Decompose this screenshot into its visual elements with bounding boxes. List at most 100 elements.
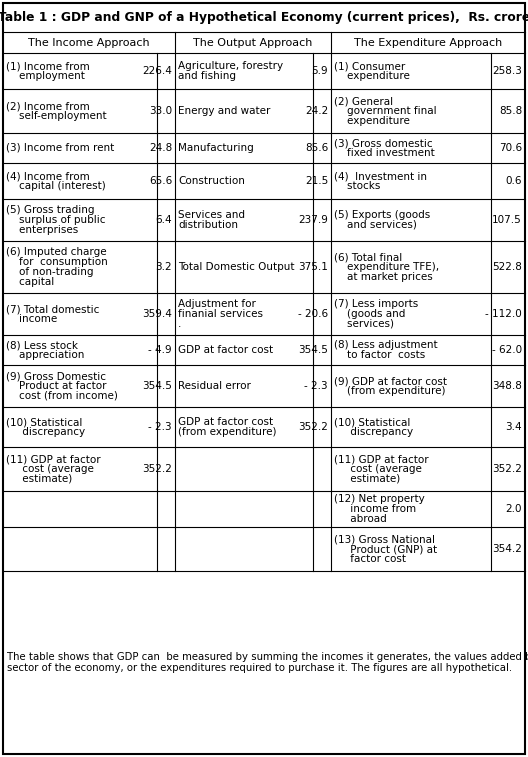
Text: 348.8: 348.8 [492, 381, 522, 391]
Text: government final: government final [334, 106, 437, 116]
Text: at market prices: at market prices [334, 272, 433, 282]
Text: self-employment: self-employment [6, 111, 107, 121]
Text: capital: capital [6, 277, 54, 287]
Text: .: . [178, 319, 182, 329]
Text: (from expenditure): (from expenditure) [178, 427, 277, 437]
Text: 352.2: 352.2 [142, 464, 172, 474]
Text: cost (from income): cost (from income) [6, 391, 118, 401]
Text: 237.9: 237.9 [298, 215, 328, 225]
Text: 352.2: 352.2 [298, 422, 328, 432]
Text: stocks: stocks [334, 181, 380, 191]
Text: (11) GDP at factor: (11) GDP at factor [6, 454, 101, 464]
Text: 21.5: 21.5 [305, 176, 328, 186]
Text: finanial services: finanial services [178, 309, 263, 319]
Text: Residual error: Residual error [178, 381, 251, 391]
Text: 2.0: 2.0 [505, 504, 522, 514]
Text: Agriculture, forestry: Agriculture, forestry [178, 61, 283, 71]
Text: 226.4: 226.4 [142, 66, 172, 76]
Text: 85.6: 85.6 [305, 143, 328, 153]
Text: enterprises: enterprises [6, 225, 78, 235]
Text: (12) Net property: (12) Net property [334, 494, 425, 504]
Text: 24.8: 24.8 [149, 143, 172, 153]
Text: expenditure TFE),: expenditure TFE), [334, 262, 439, 272]
Text: of non-trading: of non-trading [6, 267, 93, 277]
Text: cost (average: cost (average [6, 464, 94, 474]
Text: and fishing: and fishing [178, 71, 236, 81]
Text: - 62.0: - 62.0 [492, 345, 522, 355]
Text: discrepancy: discrepancy [334, 427, 413, 437]
Text: expenditure: expenditure [334, 116, 410, 126]
Text: (3) Gross domestic: (3) Gross domestic [334, 138, 432, 148]
Text: 107.5: 107.5 [492, 215, 522, 225]
Text: (1) Consumer: (1) Consumer [334, 61, 406, 71]
Text: 354.2: 354.2 [492, 544, 522, 554]
Text: Table 1 : GDP and GNP of a Hypothetical Economy (current prices),  Rs. crore: Table 1 : GDP and GNP of a Hypothetical … [0, 11, 528, 24]
Text: Construction: Construction [178, 176, 245, 186]
Text: Total Domestic Output: Total Domestic Output [178, 262, 295, 272]
Text: 24.2: 24.2 [305, 106, 328, 116]
Text: (4) Income from: (4) Income from [6, 171, 90, 181]
Text: (13) Gross National: (13) Gross National [334, 534, 435, 544]
Text: (8) Less adjustment: (8) Less adjustment [334, 340, 438, 350]
Text: (from expenditure): (from expenditure) [334, 386, 446, 396]
Text: The Expenditure Approach: The Expenditure Approach [354, 38, 502, 48]
Text: The Output Approach: The Output Approach [193, 38, 313, 48]
Text: abroad: abroad [334, 514, 386, 524]
Text: (3) Income from rent: (3) Income from rent [6, 143, 114, 153]
Text: Product (GNP) at: Product (GNP) at [334, 544, 437, 554]
Text: 3.2: 3.2 [155, 262, 172, 272]
Text: cost (average: cost (average [334, 464, 422, 474]
Text: estimate): estimate) [334, 474, 400, 484]
Text: (10) Statistical: (10) Statistical [6, 417, 82, 427]
Text: (2) Income from: (2) Income from [6, 101, 90, 111]
Text: income: income [6, 314, 57, 324]
Text: (7) Total domestic: (7) Total domestic [6, 304, 99, 314]
Text: (5) Exports (goods: (5) Exports (goods [334, 210, 430, 220]
Text: GDP at factor cost: GDP at factor cost [178, 417, 273, 427]
Text: The table shows that GDP can  be measured by summing the incomes it generates, t: The table shows that GDP can be measured… [7, 653, 528, 662]
Text: 354.5: 354.5 [298, 345, 328, 355]
Text: distribution: distribution [178, 220, 238, 230]
Text: employment: employment [6, 71, 85, 81]
Text: Adjustment for: Adjustment for [178, 299, 256, 309]
Text: Product at factor: Product at factor [6, 381, 107, 391]
Text: and services): and services) [334, 220, 417, 230]
Text: - 112.0: - 112.0 [485, 309, 522, 319]
Text: factor cost: factor cost [334, 554, 406, 564]
Text: to factor  costs: to factor costs [334, 350, 425, 360]
Text: 354.5: 354.5 [142, 381, 172, 391]
Text: Services and: Services and [178, 210, 245, 220]
Text: The Income Approach: The Income Approach [28, 38, 150, 48]
Text: - 2.3: - 2.3 [148, 422, 172, 432]
Text: (9) Gross Domestic: (9) Gross Domestic [6, 371, 106, 381]
Text: 85.8: 85.8 [499, 106, 522, 116]
Text: (6) Total final: (6) Total final [334, 252, 402, 262]
Text: Manufacturing: Manufacturing [178, 143, 254, 153]
Text: for  consumption: for consumption [6, 257, 108, 267]
Text: fixed investment: fixed investment [334, 148, 435, 158]
Text: appreciation: appreciation [6, 350, 84, 360]
Text: surplus of public: surplus of public [6, 215, 106, 225]
Text: (1) Income from: (1) Income from [6, 61, 90, 71]
Text: capital (interest): capital (interest) [6, 181, 106, 191]
Text: 65.6: 65.6 [149, 176, 172, 186]
Text: (2) General: (2) General [334, 96, 393, 106]
Text: 33.0: 33.0 [149, 106, 172, 116]
Text: 6.4: 6.4 [155, 215, 172, 225]
Text: - 4.9: - 4.9 [148, 345, 172, 355]
Text: 352.2: 352.2 [492, 464, 522, 474]
Text: (4)  Investment in: (4) Investment in [334, 171, 427, 181]
Text: Energy and water: Energy and water [178, 106, 270, 116]
Text: (goods and: (goods and [334, 309, 406, 319]
Text: estimate): estimate) [6, 474, 72, 484]
Text: (5) Gross trading: (5) Gross trading [6, 205, 95, 215]
Text: 70.6: 70.6 [499, 143, 522, 153]
Text: discrepancy: discrepancy [6, 427, 85, 437]
Text: sector of the economy, or the expenditures required to purchase it. The figures : sector of the economy, or the expenditur… [7, 662, 512, 672]
Text: expenditure: expenditure [334, 71, 410, 81]
Text: 522.8: 522.8 [492, 262, 522, 272]
Text: 258.3: 258.3 [492, 66, 522, 76]
Text: 375.1: 375.1 [298, 262, 328, 272]
Text: - 20.6: - 20.6 [298, 309, 328, 319]
Text: (8) Less stock: (8) Less stock [6, 340, 78, 350]
